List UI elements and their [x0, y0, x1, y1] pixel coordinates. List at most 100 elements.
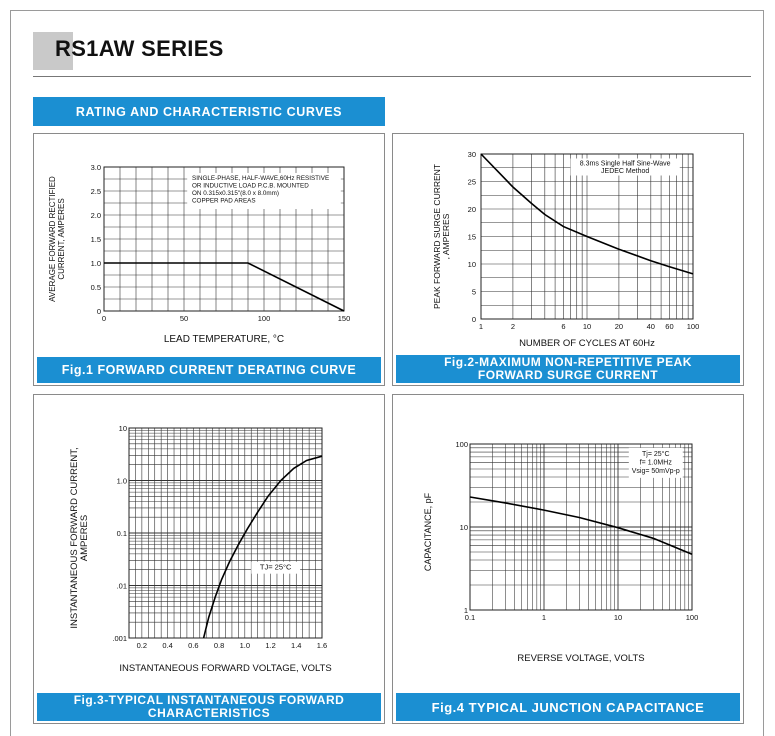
fig3-y-tick-label: .01: [117, 582, 127, 591]
fig1-x-tick-label: 100: [258, 314, 271, 323]
fig2-y-tick-label: 5: [472, 288, 476, 297]
fig2-y-tick-label: 25: [468, 178, 476, 187]
fig3-panel: TJ= 25°C 0.2 0.4 0.6 0.8 1.0 1.2 1.4 1.6 .001 .01 0…: [33, 394, 385, 724]
fig3-x-axis-label: INSTANTANEOUS FORWARD VOLTAGE, VOLTS: [119, 663, 331, 674]
fig4-x-tick-label: 10: [614, 613, 622, 622]
fig2-x-tick-label: 60: [665, 322, 673, 331]
fig4-y-tick-label: 10: [460, 523, 468, 532]
fig3-caption-line-1: Fig.3-TYPICAL INSTANTANEOUS FORWARD: [73, 693, 345, 707]
fig2-x-tick-label: 100: [687, 322, 700, 331]
fig2-x-tick-label: 6: [561, 322, 565, 331]
title-tab: [33, 32, 73, 70]
fig4-y-tick-label: 100: [455, 440, 468, 449]
fig2-panel: 8.3ms Single Half Sine-Wave JEDEC Method 1…: [392, 133, 744, 386]
fig2-y-tick-label: 0: [472, 315, 476, 324]
fig1-chart: SINGLE-PHASE, HALF-WAVE,60Hz RESISTIVEOR…: [48, 163, 351, 345]
fig3-plot-frame: [128, 427, 323, 639]
fig3-y-tick-label: .001: [112, 634, 127, 643]
fig1-y-tick-label: 1.0: [91, 259, 101, 268]
fig1-y-tick-label: 0.5: [91, 283, 101, 292]
fig1-x-tick-label: 50: [180, 314, 188, 323]
fig1-caption: Fig.1 FORWARD CURRENT DERATING CURVE: [37, 357, 381, 383]
fig2-x-tick-label: 20: [615, 322, 623, 331]
fig4-series-line: [469, 496, 693, 555]
fig2-caption-line-1: Fig.2-MAXIMUM NON-REPETITIVE PEAK: [444, 355, 692, 369]
fig3-caption-line-2: CHARACTERISTICS: [147, 706, 271, 720]
fig3-x-tick-label: 1.2: [265, 641, 275, 650]
fig3-x-tick-label: 1.0: [240, 641, 250, 650]
fig1-y-tick-label: 1.5: [91, 235, 101, 244]
fig1-y-tick-label: 2.0: [91, 211, 101, 220]
fig1-panel: SINGLE-PHASE, HALF-WAVE,60Hz RESISTIVE OR…: [33, 133, 385, 386]
page-title: RS1AW SERIES: [55, 36, 224, 61]
fig2-y-tick-label: 30: [468, 150, 476, 159]
fig4-note-line: Vsig= 50mVp-p: [632, 468, 680, 475]
fig2-y-axis-label: PEAK FORWARD SURGE CURRENT: [432, 164, 442, 309]
fig2-y-tick-label: 20: [468, 205, 476, 214]
fig4-x-axis-label: REVERSE VOLTAGE, VOLTS: [517, 653, 644, 664]
fig3-chart: TJ= 25°C 0.2 0.4 0.6 0.8 1.0 1.2 1.4 1.6 .001 .01 0…: [69, 424, 332, 674]
fig1-x-tick-label: 150: [338, 314, 351, 323]
fig3-series-line: [202, 455, 323, 639]
fig1-note-line: COPPER PAD AREAS: [192, 198, 256, 205]
fig3-note-bg: [251, 561, 301, 574]
fig3-y-axis-label: AMPERES: [79, 515, 90, 561]
title-rule: [33, 76, 751, 77]
fig3-y-tick-label: 1.0: [117, 477, 127, 486]
fig4-x-tick-label: 100: [686, 613, 699, 622]
fig3-x-tick-label: 0.8: [214, 641, 224, 650]
fig4-x-tick-label: 1: [542, 613, 546, 622]
fig4-note-bg: [628, 447, 683, 478]
fig2-x-axis-label: NUMBER OF CYCLES AT 60Hz: [519, 338, 655, 349]
fig2-x-tick-label: 40: [647, 322, 655, 331]
fig1-series-line: [104, 262, 345, 312]
fig2-caption-line-2: FORWARD SURGE CURRENT: [477, 368, 659, 382]
fig2-x-tick-label: 2: [511, 322, 515, 331]
fig2-y-tick-label: 15: [468, 233, 476, 242]
fig3-x-tick-label: 1.4: [291, 641, 301, 650]
fig4-plot-frame: [469, 443, 693, 611]
fig4-panel: Tj= 25°C f= 1.0MHz Vsig= 50mVp-p 0.1 1 10 100 1…: [392, 394, 744, 724]
fig2-x-tick-label: 1: [479, 322, 483, 331]
fig1-note-line: SINGLE-PHASE, HALF-WAVE,60Hz RESISTIVE: [192, 175, 329, 182]
fig4-x-tick-label: 0.1: [465, 613, 475, 622]
fig2-caption: Fig.2-MAXIMUM NON-REPETITIVE PEAK FORWAR…: [396, 355, 740, 383]
fig1-y-tick-label: 0: [97, 307, 101, 316]
fig1-note-line: ON 0.315x0.315"(8.0 x 8.0mm): [192, 190, 279, 197]
fig4-note-line: f= 1.0MHz: [640, 459, 673, 466]
fig2-series-line: [480, 153, 694, 275]
fig3-y-tick-label: 10: [119, 424, 127, 433]
fig2-y-tick-label: 10: [468, 260, 476, 269]
fig1-x-tick-label: 0: [102, 314, 106, 323]
fig3-note: TJ= 25°C: [260, 563, 292, 572]
page-frame: [10, 10, 764, 736]
fig4-y-tick-label: 1: [464, 606, 468, 615]
fig2-y-axis-label: , AMPERES: [441, 213, 451, 259]
fig3-x-tick-label: 0.6: [188, 641, 198, 650]
fig4-note-line: Tj= 25°C: [642, 450, 670, 458]
fig2-note-line: JEDEC Method: [601, 168, 649, 175]
fig1-y-axis-label: AVERAGE FORWARD RECTIFIED: [48, 176, 57, 302]
fig3-y-axis-label: INSTANTANEOUS FORWARD CURRENT,: [69, 447, 80, 628]
fig1-note-bg: [187, 173, 341, 209]
fig1-y-axis-label: CURRENT, AMPERES: [57, 198, 66, 279]
fig2-x-tick-label: 10: [583, 322, 591, 331]
fig4-y-axis-label: CAPACITANCE, pF: [423, 492, 433, 571]
fig1-plot-frame: [103, 166, 345, 312]
fig3-x-tick-label: 0.2: [137, 641, 147, 650]
fig1-x-axis-label: LEAD TEMPERATURE, °C: [164, 334, 284, 345]
fig1-y-tick-label: 3.0: [91, 163, 101, 172]
fig4-caption: Fig.4 TYPICAL JUNCTION CAPACITANCE: [396, 693, 740, 721]
fig3-caption: Fig.3-TYPICAL INSTANTANEOUS FORWARD CHAR…: [37, 693, 381, 721]
fig3-y-tick-label: 0.1: [117, 529, 127, 538]
fig2-plot-frame: [480, 153, 694, 320]
fig3-x-tick-label: 1.6: [317, 641, 327, 650]
fig2-note-line: 8.3ms Single Half Sine-Wave: [580, 161, 671, 168]
fig3-x-tick-label: 0.4: [162, 641, 172, 650]
fig1-y-tick-label: 2.5: [91, 187, 101, 196]
section-banner: RATING AND CHARACTERISTIC CURVES: [33, 97, 385, 126]
fig2-note-bg: [570, 158, 680, 176]
fig1-note-line: OR INDUCTIVE LOAD P.C.B. MOUNTED: [192, 183, 309, 190]
